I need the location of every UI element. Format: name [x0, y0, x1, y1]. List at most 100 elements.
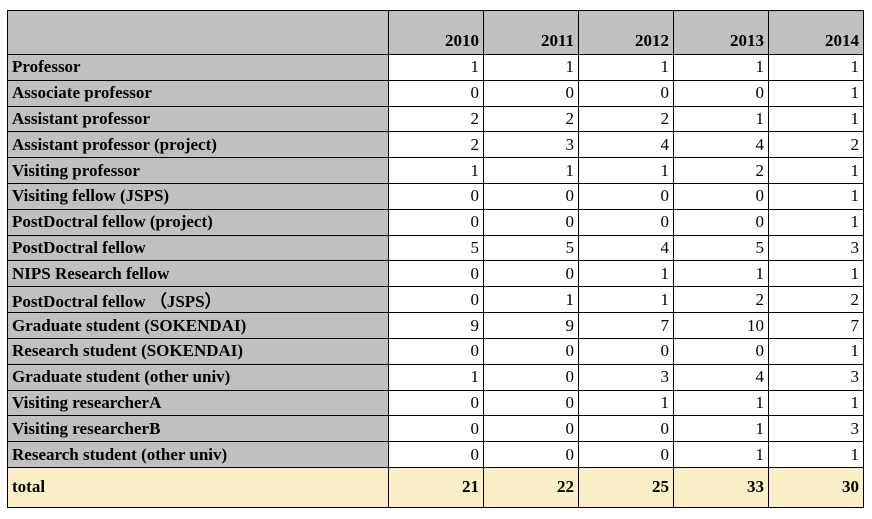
table-row: Visiting fellow (JSPS) 0 0 0 0 1	[7, 182, 864, 210]
value-cell: 0	[483, 260, 579, 288]
value-cell: 1	[768, 54, 864, 81]
value-cell: 1	[673, 260, 769, 288]
table-row: NIPS Research fellow 0 0 1 1 1	[7, 260, 864, 288]
value-cell: 2	[673, 157, 769, 184]
table-row: Assistant professor (project) 2 3 4 4 2	[7, 131, 864, 159]
value-cell: 0	[578, 337, 674, 365]
row-label: Visiting fellow (JSPS)	[7, 182, 389, 210]
row-label: Graduate student (other univ)	[7, 363, 389, 391]
value-cell: 0	[578, 208, 674, 236]
table-body: Professor 1 1 1 1 1 Associate professor 0 0 0 0 1 As…	[7, 54, 864, 468]
value-cell: 2	[578, 105, 674, 133]
year-header: 2014	[768, 10, 864, 55]
value-cell: 0	[483, 363, 579, 391]
value-cell: 7	[768, 312, 864, 339]
row-label: NIPS Research fellow	[7, 260, 389, 288]
table-row: Graduate student (other univ) 1 0 3 4 3	[7, 363, 864, 391]
value-cell: 5	[483, 234, 579, 262]
table-row: Research student (SOKENDAI) 0 0 0 0 1	[7, 337, 864, 365]
value-cell: 1	[673, 54, 769, 81]
value-cell: 1	[768, 79, 864, 107]
value-cell: 1	[768, 105, 864, 133]
value-cell: 4	[673, 131, 769, 159]
row-label: Visiting professor	[7, 157, 389, 184]
value-cell: 0	[483, 415, 579, 443]
table-row: Visiting researcherB 0 0 0 1 3	[7, 415, 864, 443]
total-label: total	[7, 466, 389, 508]
value-cell: 3	[768, 415, 864, 443]
table-row: Visiting researcherA 0 0 1 1 1	[7, 389, 864, 417]
total-cell: 21	[388, 466, 484, 508]
total-row: total 21 22 25 33 30	[7, 466, 864, 508]
value-cell: 1	[388, 363, 484, 391]
row-label: Assistant professor (project)	[7, 131, 389, 159]
year-header: 2012	[578, 10, 674, 55]
value-cell: 9	[483, 312, 579, 339]
value-cell: 3	[768, 234, 864, 262]
value-cell: 0	[483, 79, 579, 107]
value-cell: 4	[578, 234, 674, 262]
value-cell: 9	[388, 312, 484, 339]
value-cell: 0	[388, 337, 484, 365]
row-label: Visiting researcherA	[7, 389, 389, 417]
header-row: 2010 2011 2012 2013 2014	[7, 10, 864, 55]
value-cell: 0	[578, 415, 674, 443]
value-cell: 0	[483, 182, 579, 210]
value-cell: 3	[578, 363, 674, 391]
value-cell: 4	[673, 363, 769, 391]
row-label: Graduate student (SOKENDAI)	[7, 312, 389, 339]
value-cell: 0	[673, 208, 769, 236]
value-cell: 1	[483, 157, 579, 184]
corner-cell	[7, 10, 389, 55]
value-cell: 0	[388, 286, 484, 314]
value-cell: 0	[673, 79, 769, 107]
value-cell: 5	[673, 234, 769, 262]
value-cell: 0	[483, 389, 579, 417]
table-row: Professor 1 1 1 1 1	[7, 54, 864, 81]
value-cell: 0	[578, 79, 674, 107]
total-cell: 22	[483, 466, 579, 508]
value-cell: 1	[578, 389, 674, 417]
value-cell: 10	[673, 312, 769, 339]
value-cell: 1	[768, 157, 864, 184]
value-cell: 1	[388, 157, 484, 184]
table-row: Visiting professor 1 1 1 2 1	[7, 157, 864, 184]
row-label: PostDoctral fellow (project)	[7, 208, 389, 236]
total-cell: 25	[578, 466, 674, 508]
row-label: PostDoctral fellow	[7, 234, 389, 262]
row-label: Research student (other univ)	[7, 441, 389, 468]
row-label: Assistant professor	[7, 105, 389, 133]
value-cell: 1	[768, 260, 864, 288]
value-cell: 2	[768, 286, 864, 314]
value-cell: 0	[483, 208, 579, 236]
value-cell: 2	[673, 286, 769, 314]
value-cell: 1	[768, 208, 864, 236]
value-cell: 1	[673, 105, 769, 133]
value-cell: 2	[768, 131, 864, 159]
table-row: PostDoctral fellow （JSPS） 0 1 1 2 2	[7, 286, 864, 314]
value-cell: 3	[768, 363, 864, 391]
value-cell: 2	[388, 131, 484, 159]
value-cell: 1	[673, 441, 769, 468]
value-cell: 0	[388, 208, 484, 236]
table-row: Graduate student (SOKENDAI) 9 9 7 10 7	[7, 312, 864, 339]
row-label: PostDoctral fellow （JSPS）	[7, 286, 389, 314]
row-label: Professor	[7, 54, 389, 81]
value-cell: 0	[388, 260, 484, 288]
value-cell: 2	[388, 105, 484, 133]
value-cell: 0	[483, 337, 579, 365]
value-cell: 0	[388, 182, 484, 210]
value-cell: 1	[483, 54, 579, 81]
value-cell: 3	[483, 131, 579, 159]
table-row: PostDoctral fellow (project) 0 0 0 0 1	[7, 208, 864, 236]
staff-table: 2010 2011 2012 2013 2014 Professor 1 1 1 1 1 A…	[7, 10, 864, 508]
year-header: 2010	[388, 10, 484, 55]
value-cell: 0	[388, 441, 484, 468]
value-cell: 0	[388, 389, 484, 417]
value-cell: 1	[388, 54, 484, 81]
value-cell: 1	[768, 389, 864, 417]
table-row: Associate professor 0 0 0 0 1	[7, 79, 864, 107]
value-cell: 4	[578, 131, 674, 159]
value-cell: 1	[578, 157, 674, 184]
value-cell: 0	[388, 79, 484, 107]
